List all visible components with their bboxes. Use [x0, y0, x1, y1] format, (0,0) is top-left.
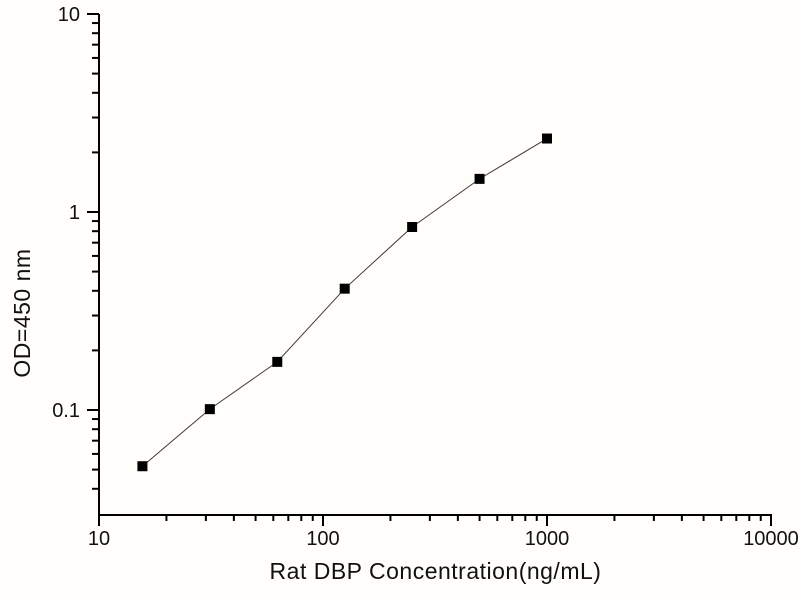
data-point	[407, 221, 418, 232]
data-point	[339, 283, 350, 294]
data-point	[204, 404, 215, 415]
x-tick-label: 10000	[743, 528, 799, 550]
axes	[98, 14, 772, 516]
y-tick-label: 0.1	[52, 400, 80, 422]
x-tick-label: 1000	[525, 528, 570, 550]
y-tick-label: 10	[58, 4, 80, 26]
y-axis-title: OD=450 nm	[9, 248, 35, 378]
data-point	[474, 173, 485, 184]
data-point	[137, 461, 148, 472]
y-tick-label: 1	[69, 202, 80, 224]
data-point	[542, 133, 552, 144]
series-line	[142, 138, 548, 467]
x-tick-label: 100	[306, 528, 339, 550]
x-axis-title: Rat DBP Concentration(ng/mL)	[269, 558, 602, 584]
x-tick-label: 10	[88, 528, 110, 550]
data-point	[272, 356, 283, 367]
